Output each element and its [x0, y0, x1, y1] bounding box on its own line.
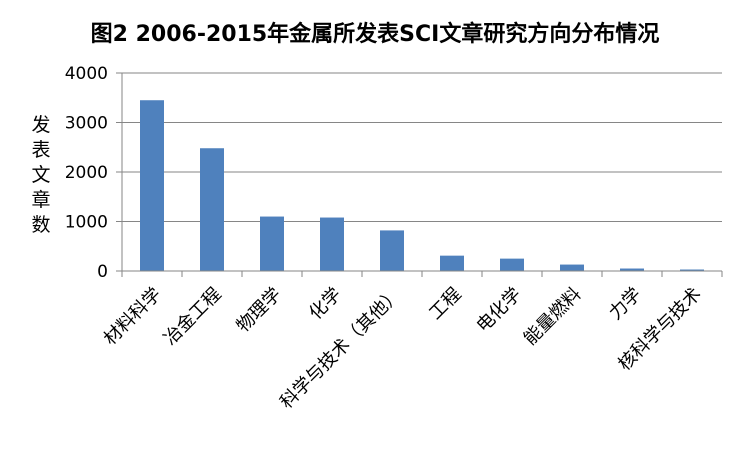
- x-category-label: 物理学: [233, 284, 286, 337]
- bar: [440, 255, 464, 271]
- y-axis-label: 发表文章数: [31, 114, 50, 236]
- y-axis-label: 发表文章数: [31, 114, 50, 236]
- y-tick-labels: 0 1000 2000 3000 4000: [65, 64, 108, 282]
- bar: [560, 264, 584, 271]
- x-category-label: 工程: [425, 284, 465, 324]
- bars: [140, 100, 704, 271]
- x-category-label: 力学: [605, 284, 645, 324]
- y-tick-label: 3000: [65, 114, 108, 134]
- bar: [200, 148, 224, 271]
- x-category-label: 电化学: [473, 284, 526, 337]
- y-tick-label: 2000: [65, 163, 108, 183]
- bar: [680, 269, 704, 271]
- bar: [140, 100, 164, 271]
- x-category-label: 材料科学: [100, 284, 166, 350]
- y-tick-label: 4000: [65, 64, 108, 84]
- bar: [380, 230, 404, 271]
- chart-title: 图2 2006-2015年金属所发表SCI文章研究方向分布情况: [91, 21, 660, 47]
- y-tick-label: 0: [97, 262, 108, 282]
- bar: [500, 258, 524, 271]
- bar: [260, 216, 284, 271]
- x-category-label: 能量燃料: [520, 284, 586, 350]
- y-tick-label: 1000: [65, 213, 108, 233]
- x-category-label: 化学: [305, 284, 345, 324]
- bar: [320, 217, 344, 271]
- bar: [620, 268, 644, 271]
- x-category-label: 冶金工程: [160, 284, 226, 350]
- axes: [116, 72, 723, 277]
